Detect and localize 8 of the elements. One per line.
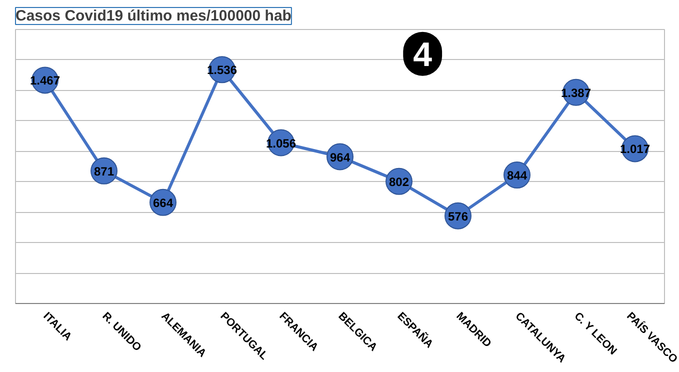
data-label: 844 [506, 168, 528, 183]
data-label: 576 [448, 209, 468, 224]
data-label: 871 [94, 164, 114, 178]
data-label: 964 [330, 150, 350, 164]
annotation: 4 [413, 36, 432, 74]
chart-title: Casos Covid19 último mes/100000 hab [16, 8, 292, 24]
data-label: 802 [388, 174, 410, 189]
data-label: 664 [152, 196, 174, 210]
